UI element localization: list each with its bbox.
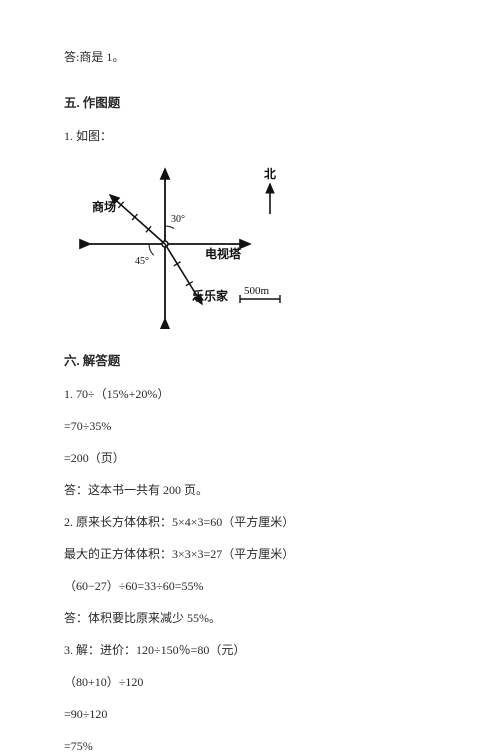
diagram-container: 30° 45° 乐乐家 电视塔 商场 北 500m (70, 159, 436, 334)
svg-text:北: 北 (264, 166, 276, 181)
solution-line: =70÷35% (64, 417, 436, 435)
section-6-title: 六. 解答题 (64, 352, 436, 371)
solution-line: =90÷120 (64, 705, 436, 723)
page: 答:商是 1。 五. 作图题 1. 如图： 30° 45° 乐乐家 电视塔 商场 北 500… (0, 0, 500, 707)
solutions-block: 1. 70÷（15%+20%） =70÷35% =200（页） 答：这本书一共有 20… (64, 385, 436, 755)
solution-line: =200（页） (64, 449, 436, 467)
svg-text:45°: 45° (135, 256, 149, 267)
solution-line: 3. 解：进价：120÷150％=80（元） (64, 641, 436, 659)
solution-line: =75% (64, 737, 436, 755)
section-5-item-1: 1. 如图： (64, 127, 436, 145)
answer-line-top: 答:商是 1。 (64, 48, 436, 66)
svg-text:500m: 500m (244, 285, 270, 297)
svg-text:商场: 商场 (92, 199, 116, 214)
solution-line: 最大的正方体体积：3×3×3=27（平方厘米） (64, 545, 436, 563)
solution-line: 2. 原来长方体体积：5×4×3=60（平方厘米） (64, 513, 436, 531)
bearing-diagram: 30° 45° 乐乐家 电视塔 商场 北 500m (70, 159, 290, 329)
svg-text:电视塔: 电视塔 (205, 246, 242, 261)
svg-text:30°: 30° (171, 214, 185, 225)
solution-line: 1. 70÷（15%+20%） (64, 385, 436, 403)
solution-line: 答：体积要比原来减少 55%。 (64, 609, 436, 627)
solution-line: （60−27）÷60=33÷60=55% (64, 577, 436, 595)
solution-line: （80+10）÷120 (64, 673, 436, 691)
solution-line: 答：这本书一共有 200 页。 (64, 481, 436, 499)
section-5-title: 五. 作图题 (64, 94, 436, 113)
svg-text:乐乐家: 乐乐家 (192, 288, 229, 303)
